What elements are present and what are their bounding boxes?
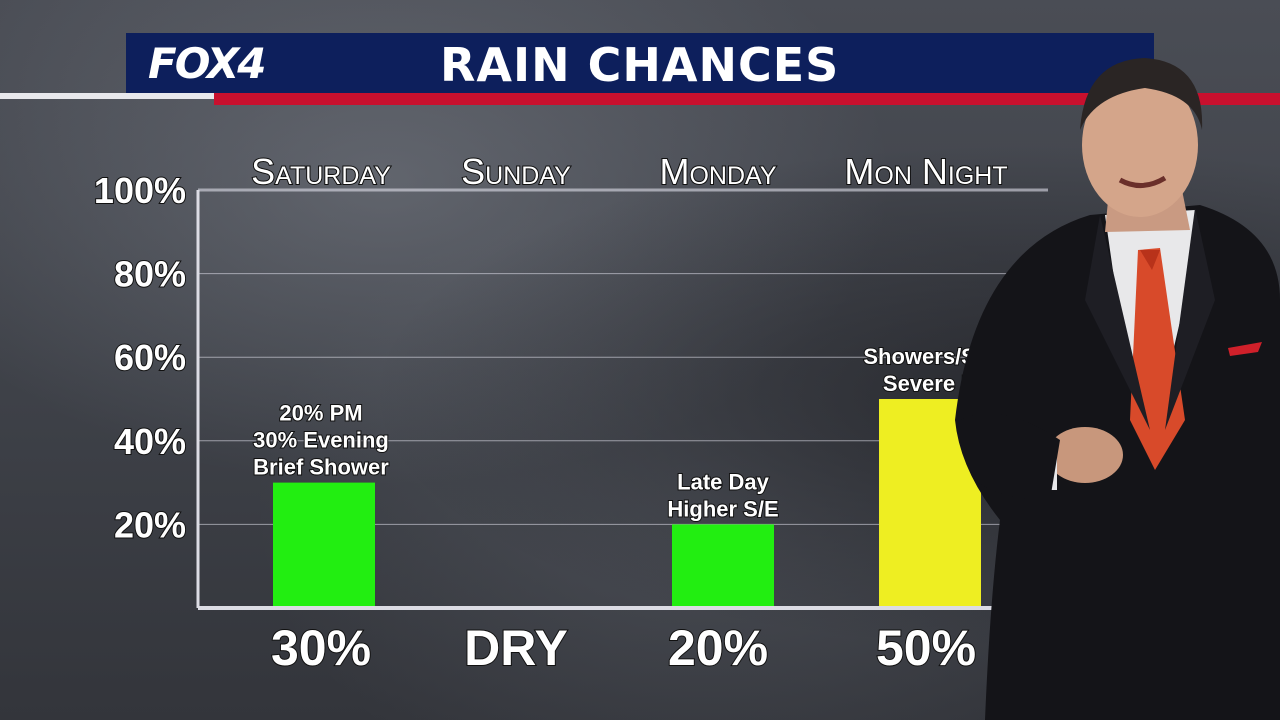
y-tick-label: 100% xyxy=(94,170,186,211)
bar-annotation: 30% Evening xyxy=(253,428,389,453)
bar-annotation: Late Day xyxy=(677,469,769,494)
value-label: 20% xyxy=(668,620,768,676)
day-label: Mon Night xyxy=(844,151,1007,192)
title-banner xyxy=(126,33,1154,93)
y-tick-label: 40% xyxy=(114,421,186,462)
bar xyxy=(672,524,774,606)
y-tick-label: 60% xyxy=(114,337,186,378)
fox4-logo: FOX4 xyxy=(148,39,267,88)
page-title: RAIN CHANCES xyxy=(440,38,840,92)
bar-annotation: Brief Shower xyxy=(253,455,389,480)
value-label: 50% xyxy=(876,620,976,676)
bar-annotation: Higher S/E xyxy=(667,496,778,521)
day-label: Saturday xyxy=(251,151,391,192)
banner-red-stripe xyxy=(214,93,1280,105)
bar-annotation: 20% PM xyxy=(279,401,362,426)
value-label: 30% xyxy=(271,620,371,676)
y-tick-label: 80% xyxy=(114,254,186,295)
value-label: DRY xyxy=(464,620,568,676)
y-tick-label: 20% xyxy=(114,504,186,545)
banner-white-stripe xyxy=(0,93,214,99)
day-label: Sunday xyxy=(461,151,571,192)
day-label: Monday xyxy=(659,151,776,192)
bar xyxy=(273,482,375,606)
